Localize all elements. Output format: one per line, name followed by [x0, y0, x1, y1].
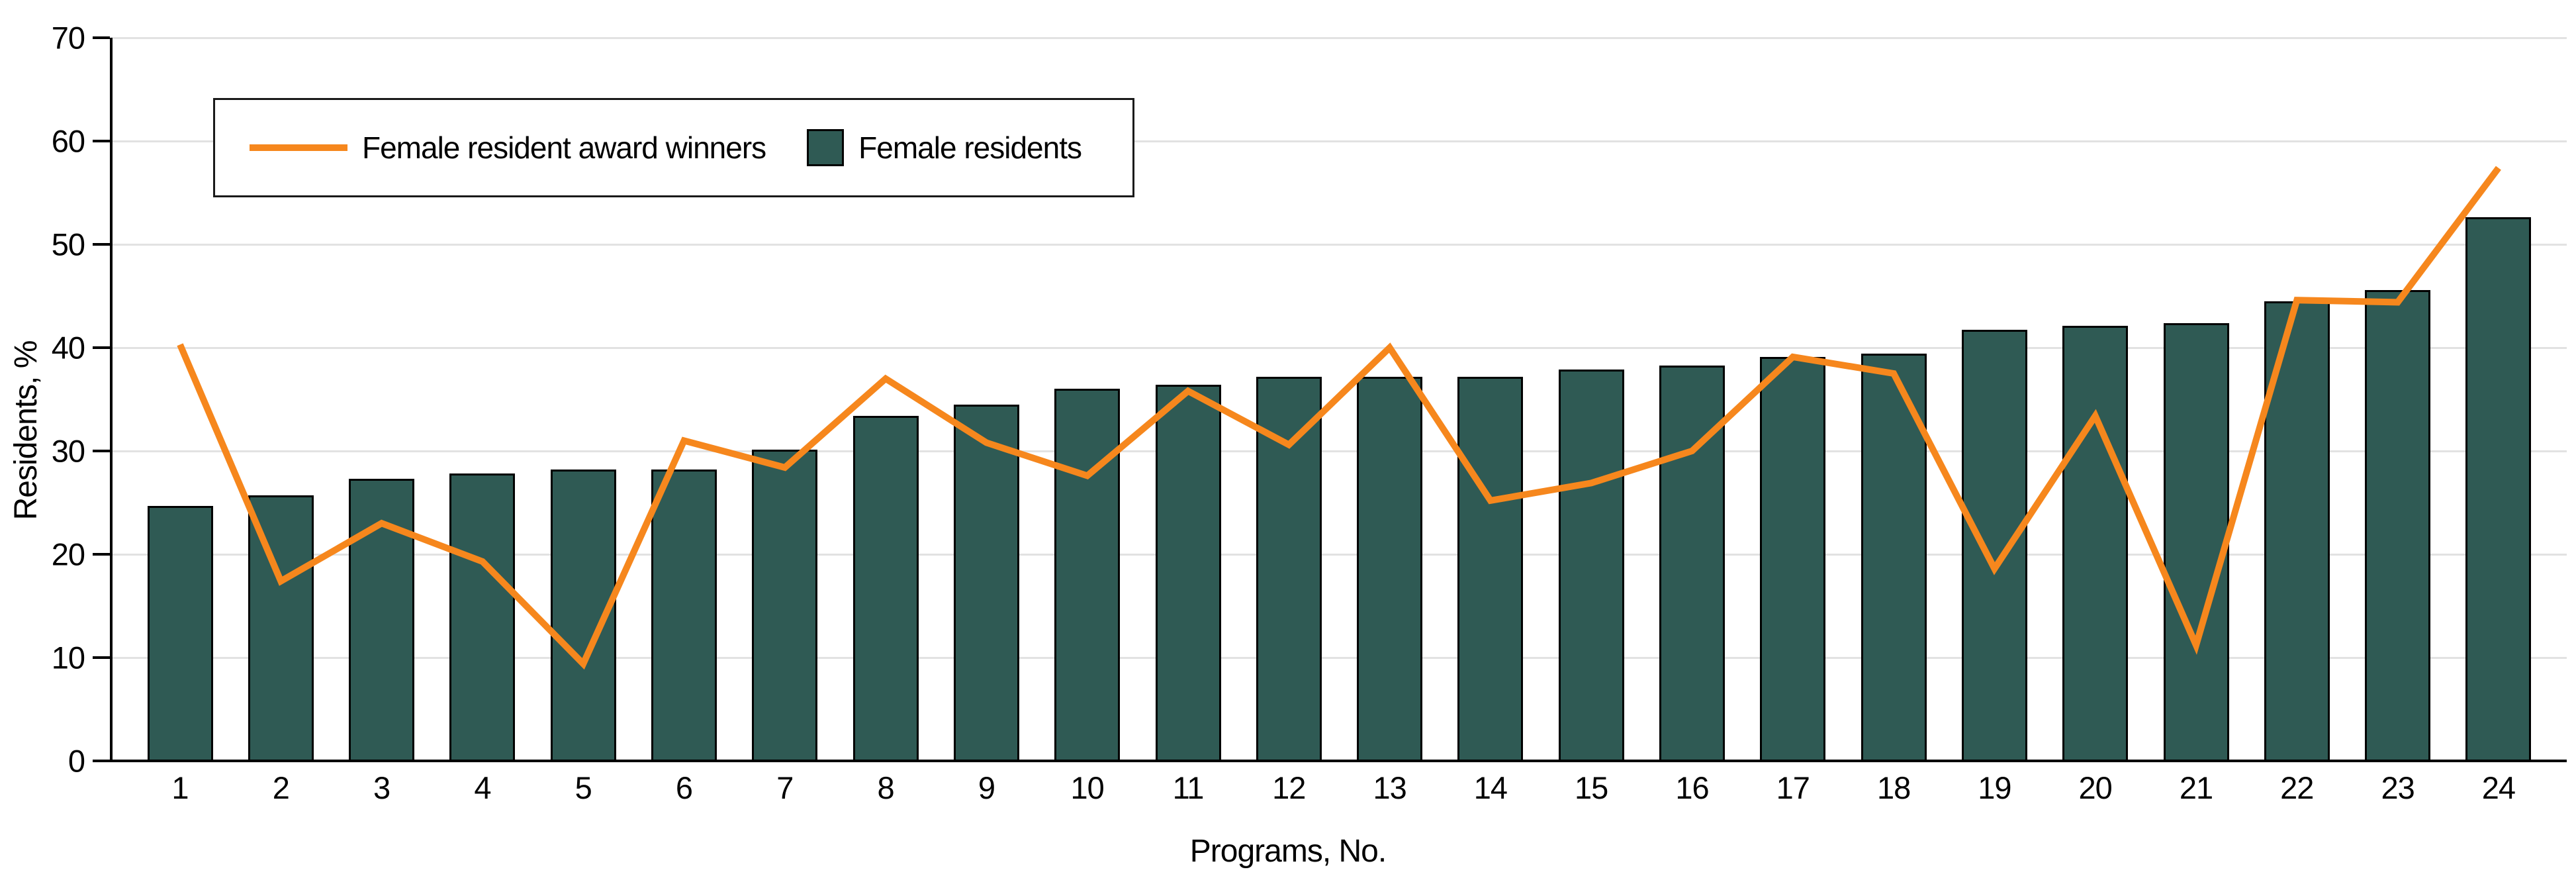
x-tick-label: 8: [877, 770, 895, 805]
bar-program-23: [2365, 289, 2431, 760]
bar-program-2: [248, 495, 314, 760]
bar-program-24: [2465, 217, 2532, 760]
y-tick-0: [93, 760, 110, 762]
y-tick-70: [93, 36, 110, 39]
x-tick-label: 3: [373, 770, 391, 805]
y-axis-spine: [110, 38, 113, 762]
x-tick-label: 13: [1373, 770, 1406, 805]
x-axis-title: Programs, No.: [1189, 834, 1387, 869]
y-tick-label: 70: [51, 20, 85, 56]
x-tick-label: 14: [1473, 770, 1508, 805]
gridline-50: [111, 243, 2567, 246]
bar-program-20: [2062, 326, 2129, 760]
bar-program-12: [1256, 376, 1322, 760]
x-tick-label: 21: [2179, 770, 2213, 805]
bar-program-19: [1961, 330, 2027, 760]
x-tick-label: 4: [474, 770, 491, 805]
legend-line-swatch: [250, 144, 347, 151]
y-tick-10: [93, 656, 110, 659]
y-tick-50: [93, 243, 110, 246]
x-tick-label: 9: [978, 770, 995, 805]
y-tick-label: 0: [68, 743, 85, 779]
x-tick-label: 2: [272, 770, 290, 805]
x-axis-spine: [110, 760, 2567, 762]
y-tick-label: 20: [51, 536, 85, 572]
y-tick-label: 50: [51, 226, 85, 262]
bar-program-9: [953, 404, 1019, 760]
gridline-60: [111, 140, 2567, 142]
y-tick-label: 60: [51, 123, 85, 159]
legend-bar-swatch: [807, 129, 845, 166]
legend-box: Female resident award winners Female res…: [213, 98, 1134, 197]
y-axis-title: Residents, %: [9, 340, 44, 521]
bar-program-8: [852, 415, 919, 760]
bar-program-16: [1659, 365, 1725, 760]
y-tick-40: [93, 346, 110, 349]
y-tick-20: [93, 553, 110, 556]
legend-label-residents: Female residents: [858, 130, 1082, 165]
x-tick-label: 19: [1978, 770, 2011, 805]
x-tick-label: 1: [171, 770, 189, 805]
x-tick-label: 18: [1876, 770, 1911, 805]
bar-program-5: [550, 470, 616, 760]
bar-program-1: [147, 505, 213, 760]
gridline-70: [111, 36, 2567, 39]
x-tick-label: 16: [1675, 770, 1709, 805]
x-tick-label: 5: [575, 770, 592, 805]
x-tick-label: 15: [1575, 770, 1608, 805]
x-tick-label: 24: [2481, 770, 2516, 805]
x-tick-label: 20: [2078, 770, 2113, 805]
bar-program-18: [1861, 354, 1927, 760]
bar-program-14: [1457, 376, 1524, 760]
x-tick-label: 7: [776, 770, 794, 805]
legend-label-award-winners: Female resident award winners: [362, 130, 766, 165]
x-tick-label: 11: [1172, 770, 1205, 805]
bar-program-3: [349, 479, 415, 760]
bar-program-13: [1357, 376, 1423, 760]
x-tick-label: 10: [1070, 770, 1105, 805]
x-tick-label: 23: [2381, 770, 2415, 805]
x-tick-label: 12: [1272, 770, 1306, 805]
bar-program-17: [1760, 357, 1826, 760]
bar-program-11: [1155, 385, 1221, 760]
bar-program-21: [2163, 323, 2229, 760]
bar-program-7: [752, 450, 818, 760]
bar-program-22: [2264, 301, 2330, 760]
x-tick-label: 6: [675, 770, 693, 805]
bar-program-4: [449, 473, 516, 760]
y-tick-60: [93, 140, 110, 142]
x-tick-label: 22: [2280, 770, 2314, 805]
y-tick-30: [93, 450, 110, 452]
y-tick-label: 10: [51, 640, 85, 675]
y-tick-label: 40: [51, 330, 85, 366]
bar-program-15: [1558, 369, 1624, 760]
bar-program-10: [1054, 389, 1121, 760]
x-tick-label: 17: [1776, 770, 1810, 805]
y-tick-label: 30: [51, 433, 85, 469]
bar-program-6: [651, 470, 717, 760]
